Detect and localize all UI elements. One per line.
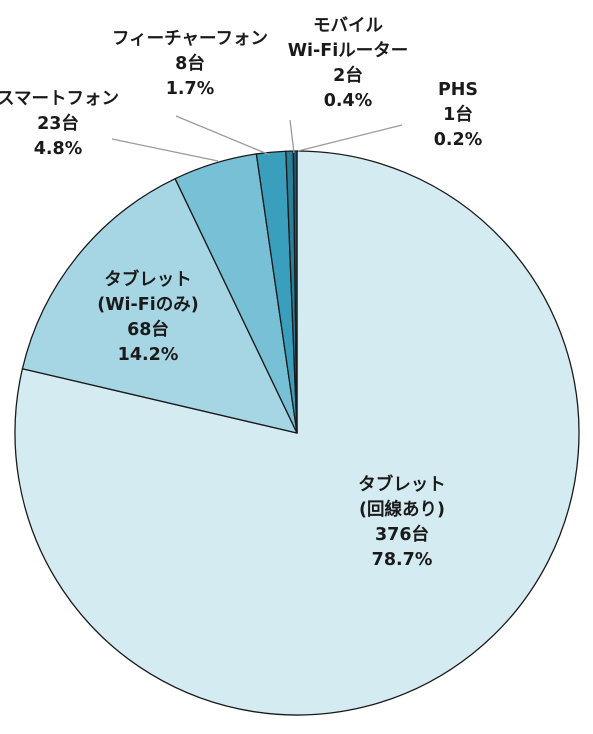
slice-label-line: 23台 [37,113,79,134]
slice-label-line: 68台 [127,319,169,340]
leader-line-5 [289,119,295,154]
slice-label-line: 0.4% [324,91,373,111]
slice-label-line: (回線あり) [359,499,445,520]
pie-slices [14,150,580,716]
slice-label-line: スマートフォン [0,89,119,109]
slice-label-5: モバイル Wi-Fiルーター 2台 0.4% [288,16,409,111]
slice-label-line: 14.2% [118,345,179,365]
slice-label-line: 0.2% [434,130,483,150]
slice-label-line: 4.8% [34,139,83,159]
slice-label-4: フィーチャーフォン 8台 1.7% [112,29,268,99]
slice-label-line: タブレット [358,474,446,495]
slice-label-line: タブレット [104,269,192,290]
slice-label-1: タブレット (回線あり) 376台 78.7% [358,474,446,570]
slice-label-line: (Wi-Fiのみ) [97,295,199,315]
slice-label-line: 1台 [443,104,473,125]
slice-label-line: Wi-Fiルーター [288,41,409,61]
leader-line-6 [297,124,403,152]
slice-label-line: モバイル [313,16,383,36]
slice-labels: タブレット (回線あり) 376台 78.7% タブレット (Wi-Fiのみ) 68台 14.… [0,16,482,570]
slice-label-line: PHS [438,80,478,100]
leader-line-3 [111,138,219,162]
slice-label-2: タブレット (Wi-Fiのみ) 68台 14.2% [97,269,199,365]
slice-label-3: スマートフォン 23台 4.8% [0,89,119,159]
slice-label-line: 376台 [375,524,429,545]
slice-label-line: フィーチャーフォン [112,29,268,49]
slice-label-line: 78.7% [372,550,433,570]
leader-line-4 [175,115,271,156]
slice-label-line: 8台 [175,53,205,74]
slice-label-line: 2台 [333,65,363,86]
slice-label-line: 1.7% [166,79,215,99]
pie-slice-2 [21,178,298,434]
leader-lines [111,115,403,162]
slice-label-6: PHS 1台 0.2% [434,80,483,150]
